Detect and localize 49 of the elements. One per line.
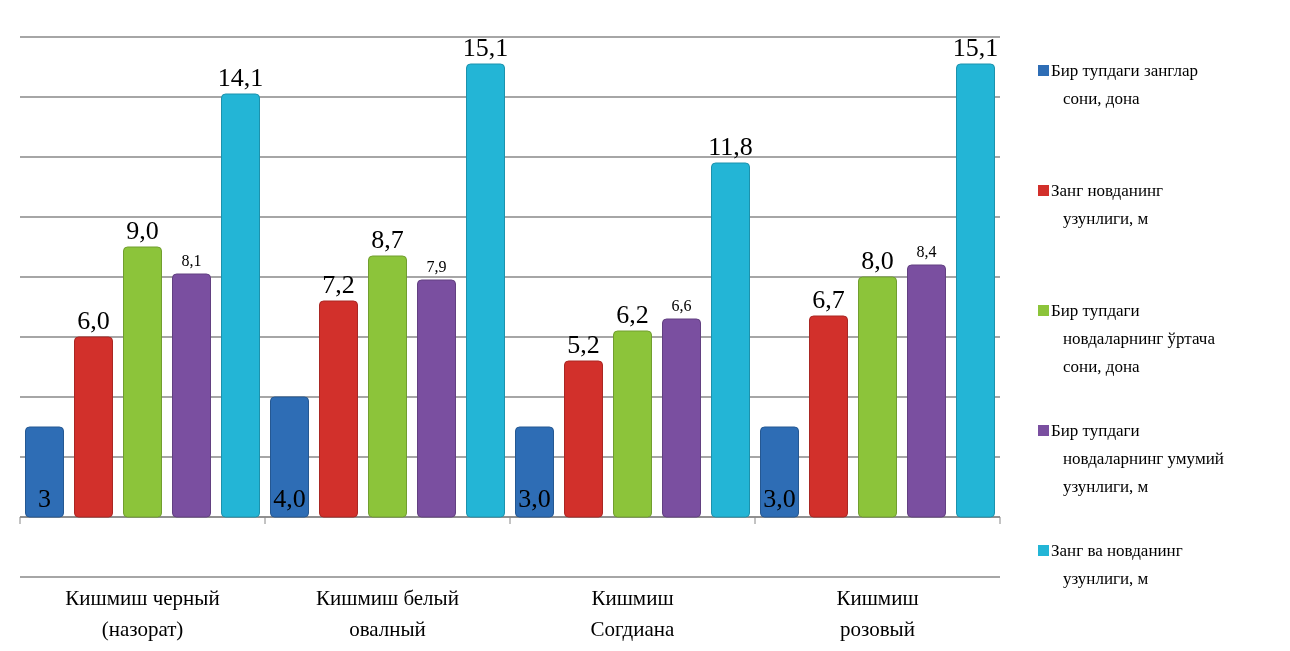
legend-label: Бир тупдаги новдаларнинг ўртача сони, дона (1051, 301, 1216, 376)
data-label: 8,0 (861, 246, 894, 275)
bar (417, 279, 456, 518)
legend-label: Занг ва новданинг узунлиги, м (1051, 541, 1183, 588)
x-tick-label: Кишмиш розовый (836, 586, 919, 641)
data-label: 8,4 (916, 243, 937, 260)
data-label: 7,2 (322, 270, 355, 299)
data-label: 15,1 (462, 33, 509, 62)
data-label: 15,1 (952, 33, 999, 62)
data-label: 7,9 (426, 258, 447, 275)
data-label: 3 (38, 484, 51, 513)
bar (858, 276, 897, 518)
data-label: 5,2 (567, 330, 600, 359)
data-label: 8,1 (181, 252, 202, 269)
data-label: 6,2 (616, 300, 649, 329)
bar (123, 246, 162, 518)
data-label: 6,7 (812, 285, 845, 314)
data-label: 14,1 (217, 63, 264, 92)
bar (711, 162, 750, 518)
data-label: 4,0 (273, 484, 306, 513)
bar (809, 315, 848, 518)
bar (564, 360, 603, 518)
bar (172, 273, 211, 518)
bar (613, 330, 652, 518)
data-label: 3,0 (518, 484, 551, 513)
bar (515, 426, 554, 518)
data-label: 11,8 (708, 132, 753, 161)
legend-label: Бир тупдаги занглар сони, дона (1051, 61, 1198, 108)
bar (221, 93, 260, 518)
bar (368, 255, 407, 518)
data-label: 3,0 (763, 484, 796, 513)
bar (956, 63, 995, 518)
data-label: 8,7 (371, 225, 404, 254)
bar (270, 396, 309, 518)
data-label: 6,6 (671, 297, 692, 314)
bar (74, 336, 113, 518)
bar (760, 426, 799, 518)
bar (662, 318, 701, 518)
bar (25, 426, 64, 518)
bar (466, 63, 505, 518)
legend-label: Бир тупдаги новдаларнинг умумий узунлиги, м (1051, 421, 1224, 496)
x-tick-label: Кишмиш Согдиана (590, 586, 676, 641)
x-tick-label: Кишмиш белый овалный (316, 586, 459, 641)
data-label: 6,0 (77, 306, 110, 335)
data-label: 9,0 (126, 216, 159, 245)
legend-label: Занг новданинг узунлиги, м (1051, 181, 1164, 228)
x-tick-label: Кишмиш черный (назорат) (65, 586, 220, 641)
bar (319, 300, 358, 518)
bar (907, 264, 946, 518)
